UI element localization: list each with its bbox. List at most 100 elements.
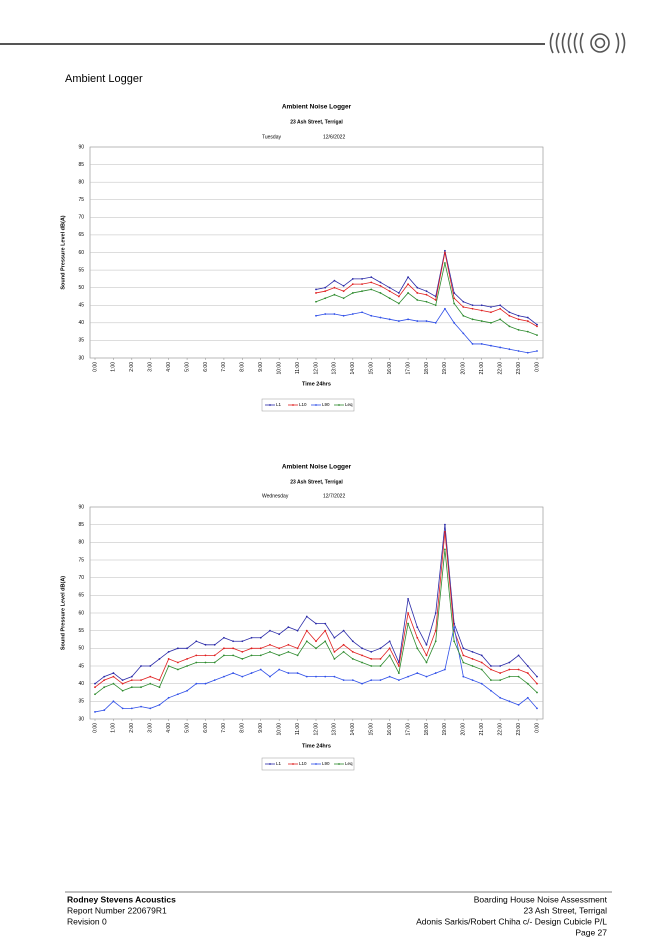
series-marker	[517, 350, 520, 352]
chart-title: Ambient Noise Logger	[282, 104, 352, 111]
series-marker	[269, 675, 271, 678]
series-marker	[453, 302, 456, 305]
series-marker	[112, 675, 115, 678]
series-marker	[397, 292, 400, 294]
series-marker	[416, 626, 419, 629]
footer-project: Boarding House Noise Assessment	[474, 894, 608, 904]
series-marker	[499, 307, 502, 310]
series-marker	[462, 647, 465, 650]
series-marker	[103, 709, 106, 712]
x-tick-label: 0:00	[534, 362, 540, 372]
series-marker	[342, 650, 345, 653]
chart-date: 12/7/2022	[323, 493, 345, 499]
x-tick-label: 1:00	[111, 362, 117, 372]
series-marker	[407, 292, 409, 294]
x-tick-label: 13:00	[332, 723, 338, 736]
series-marker	[333, 636, 336, 639]
series-marker	[536, 325, 538, 328]
series-marker	[351, 640, 354, 643]
series-marker	[517, 675, 520, 678]
series-marker	[361, 290, 363, 293]
series-marker	[379, 647, 382, 650]
y-tick-label: 35	[78, 699, 84, 705]
series-marker	[416, 286, 419, 289]
series-marker	[416, 320, 419, 322]
series-marker	[351, 283, 354, 286]
series-marker	[462, 675, 465, 678]
series-marker	[416, 292, 419, 294]
x-tick-label: 3:00	[148, 723, 154, 733]
series-marker	[342, 643, 345, 646]
series-marker	[223, 654, 225, 657]
legend-label: L1	[276, 761, 282, 766]
series-marker	[453, 626, 456, 629]
y-tick-label: 75	[78, 197, 84, 203]
y-tick-label: 60	[78, 250, 84, 256]
series-marker	[250, 672, 253, 674]
series-marker	[204, 654, 207, 657]
series-marker	[361, 311, 363, 314]
x-tick-label: 5:00	[184, 723, 190, 733]
series-marker	[176, 668, 179, 671]
series-marker	[434, 629, 437, 632]
series-marker	[315, 640, 317, 643]
series-marker	[517, 654, 520, 657]
series-marker	[462, 661, 465, 664]
series-marker	[490, 306, 492, 308]
x-tick-label: 9:00	[258, 362, 264, 372]
series-marker	[241, 640, 244, 643]
series-marker	[370, 658, 373, 660]
y-tick-label: 45	[78, 663, 84, 669]
legend-marker	[338, 763, 340, 765]
series-marker	[333, 650, 336, 653]
series-marker	[324, 675, 327, 678]
series-marker	[94, 693, 96, 696]
legend-label: Leq	[345, 402, 353, 407]
series-marker	[287, 643, 290, 646]
series-marker	[370, 665, 373, 667]
series-marker	[324, 629, 327, 632]
series-marker	[407, 318, 409, 321]
series-marker	[195, 682, 198, 685]
series-marker	[130, 686, 133, 689]
series-marker	[499, 304, 502, 307]
series-marker	[158, 679, 161, 682]
series-marker	[269, 643, 271, 646]
series-marker	[204, 643, 207, 646]
series-marker	[361, 277, 363, 280]
series-marker	[213, 654, 216, 657]
series-marker	[416, 647, 419, 650]
series-marker	[315, 300, 317, 303]
chart-day: Wednesday	[262, 493, 289, 499]
series-marker	[186, 647, 188, 650]
x-tick-label: 23:00	[516, 723, 522, 736]
series-marker	[434, 640, 437, 643]
chart-subtitle: 23 Ash Street, Terrigal	[290, 479, 343, 485]
series-marker	[526, 665, 529, 667]
series-marker	[536, 691, 538, 694]
y-tick-label: 85	[78, 162, 84, 168]
series-marker	[223, 675, 225, 678]
y-tick-label: 75	[78, 557, 84, 563]
series-marker	[361, 654, 363, 657]
series-marker	[444, 530, 446, 533]
series-marker	[269, 629, 271, 632]
series-marker	[370, 650, 373, 653]
x-tick-label: 8:00	[240, 362, 246, 372]
y-tick-label: 50	[78, 646, 84, 652]
series-marker	[296, 672, 299, 674]
series-marker	[444, 668, 446, 671]
series-marker	[103, 675, 106, 678]
x-tick-label: 4:00	[166, 362, 172, 372]
series-marker	[462, 332, 465, 335]
x-tick-label: 20:00	[461, 362, 467, 375]
series-marker	[379, 285, 382, 287]
series-marker	[526, 316, 529, 319]
series-marker	[315, 314, 317, 317]
y-tick-label: 80	[78, 540, 84, 546]
series-marker	[526, 672, 529, 674]
x-tick-label: 17:00	[405, 362, 411, 375]
x-tick-label: 19:00	[442, 723, 448, 736]
series-marker	[508, 668, 511, 671]
